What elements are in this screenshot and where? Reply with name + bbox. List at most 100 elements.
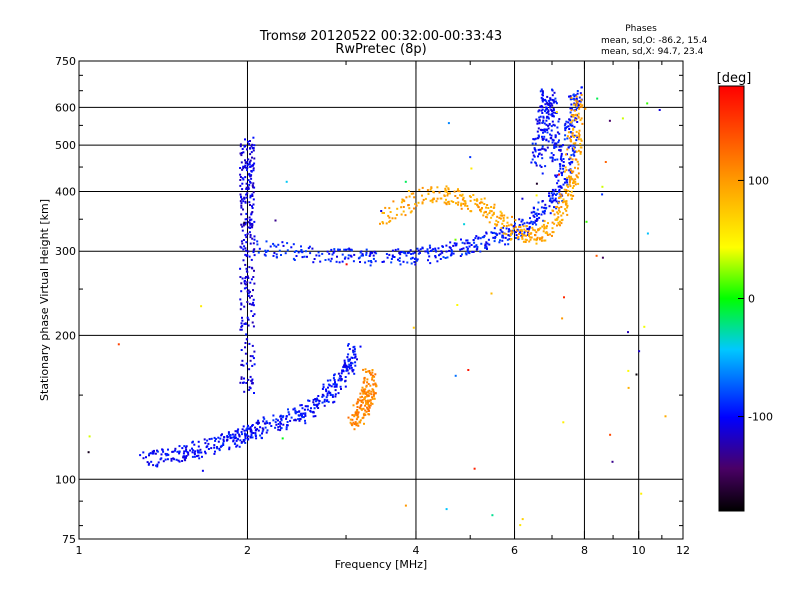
data-point	[264, 426, 267, 429]
data-point	[417, 201, 420, 204]
data-point	[457, 188, 459, 191]
data-point	[542, 121, 545, 124]
data-point	[551, 104, 554, 107]
data-point	[371, 369, 374, 371]
data-point	[326, 379, 329, 382]
data-point	[345, 369, 348, 372]
data-point	[363, 397, 366, 400]
data-point	[275, 256, 278, 259]
data-point	[403, 251, 406, 254]
data-point	[245, 236, 248, 239]
data-point	[234, 437, 237, 440]
data-point	[321, 252, 324, 255]
data-point	[218, 449, 221, 452]
data-point	[280, 419, 283, 422]
data-point	[545, 225, 548, 228]
data-point	[397, 258, 399, 261]
data-point	[354, 364, 357, 367]
data-point	[319, 260, 322, 263]
data-point	[366, 381, 369, 384]
data-point	[354, 353, 357, 356]
data-point	[185, 450, 188, 453]
data-point	[524, 241, 527, 243]
data-point	[318, 400, 321, 402]
data-point	[398, 252, 401, 254]
data-point	[461, 193, 464, 196]
data-point	[365, 402, 368, 405]
data-point	[327, 386, 329, 389]
data-point	[490, 231, 493, 234]
data-point	[316, 397, 319, 400]
data-point	[453, 242, 456, 245]
data-point	[336, 255, 338, 258]
data-point	[510, 223, 513, 226]
data-point	[200, 305, 203, 308]
data-point	[244, 346, 246, 349]
data-point	[564, 134, 567, 137]
data-point	[558, 188, 561, 191]
data-point	[502, 236, 505, 239]
data-point	[524, 230, 527, 233]
data-point	[353, 414, 356, 417]
data-point	[521, 518, 524, 521]
data-point	[344, 385, 347, 388]
data-point	[185, 448, 188, 451]
data-point	[413, 261, 416, 263]
data-point	[356, 406, 359, 408]
data-point	[304, 413, 307, 416]
data-point	[272, 414, 275, 417]
data-point	[551, 88, 553, 91]
data-point	[251, 164, 254, 167]
data-point	[153, 449, 155, 452]
data-point	[292, 408, 295, 411]
data-point	[348, 348, 351, 350]
data-point	[400, 201, 403, 204]
data-point	[558, 118, 561, 121]
data-point	[349, 418, 352, 421]
data-point	[501, 236, 504, 239]
data-point	[521, 235, 524, 238]
data-point	[575, 174, 578, 177]
data-point	[174, 449, 176, 452]
data-point	[360, 254, 363, 257]
data-point	[379, 222, 381, 225]
data-point	[529, 236, 532, 239]
data-point	[569, 95, 572, 98]
data-point	[249, 236, 252, 239]
data-point	[573, 103, 576, 106]
data-point	[252, 304, 255, 307]
data-point	[241, 188, 244, 191]
data-point	[434, 247, 437, 250]
legend-line-o: mean, sd,O: -86.2, 15.4	[601, 36, 708, 46]
data-point	[542, 230, 545, 233]
data-point	[298, 414, 301, 417]
data-point	[570, 115, 573, 118]
data-point	[414, 258, 416, 260]
data-point	[242, 178, 245, 181]
data-point	[509, 238, 512, 241]
data-point	[482, 214, 485, 217]
data-point	[241, 229, 244, 232]
data-point	[554, 188, 557, 191]
data-point	[502, 219, 505, 222]
data-point	[564, 208, 567, 211]
data-point	[485, 232, 488, 235]
data-point	[239, 167, 242, 169]
data-point	[372, 254, 375, 257]
data-point	[473, 245, 476, 248]
data-point	[246, 169, 248, 172]
data-point	[293, 259, 296, 261]
data-point	[494, 236, 497, 238]
data-point	[434, 255, 437, 257]
colorbar-tick-label: -100	[748, 411, 773, 424]
data-point	[408, 251, 411, 254]
data-point	[362, 392, 365, 395]
data-point	[257, 421, 260, 424]
data-point	[463, 223, 466, 226]
data-point	[464, 252, 467, 255]
data-point	[352, 351, 355, 354]
data-point	[333, 379, 336, 381]
data-point	[172, 457, 175, 460]
data-point	[479, 208, 481, 211]
data-point	[365, 253, 368, 256]
